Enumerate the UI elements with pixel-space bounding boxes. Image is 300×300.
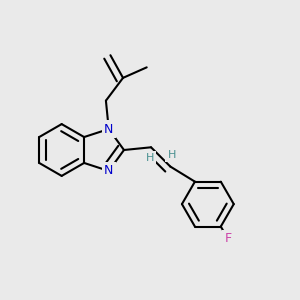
Text: H: H [146, 154, 154, 164]
Text: N: N [104, 122, 113, 136]
Text: H: H [168, 150, 176, 160]
Text: N: N [104, 164, 113, 178]
Text: F: F [224, 232, 232, 245]
